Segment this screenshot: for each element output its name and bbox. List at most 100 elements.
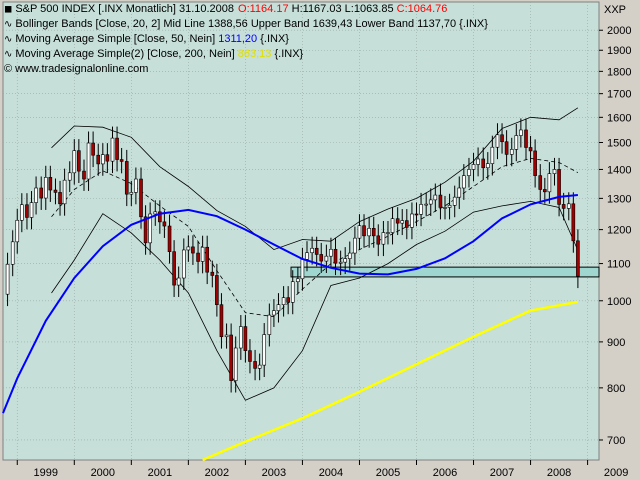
y-tick-label: 1700 (607, 89, 631, 101)
candle-body (547, 173, 552, 193)
candle (77, 139, 81, 184)
candle (310, 236, 314, 265)
candle (15, 208, 20, 254)
instrument-label: S&P 500 INDEX [.INX Monatlich] 31.10.200… (15, 3, 235, 15)
candle (34, 176, 38, 215)
candle (196, 241, 200, 274)
candle (153, 200, 158, 226)
candle (229, 323, 233, 393)
x-axis: 1999 2000 2001 2002 2003 2004 2005 2006 2007 2008… (16, 460, 628, 479)
candle (443, 195, 447, 220)
candle (272, 299, 276, 327)
candle-body (467, 169, 471, 176)
candle-body (290, 281, 295, 303)
candle (276, 293, 281, 323)
candle-body (471, 164, 476, 170)
candle-body (447, 205, 452, 208)
candle-body (300, 259, 305, 280)
support-zone (290, 266, 600, 278)
candle (239, 315, 243, 360)
candle-body (457, 187, 462, 198)
candle-body (443, 207, 447, 209)
candle-body (428, 199, 433, 205)
y-tick-label: 1800 (607, 66, 631, 78)
high-value: H:1167.03 (291, 3, 342, 15)
candle (552, 157, 557, 186)
candle (457, 176, 462, 210)
candle-body (82, 170, 86, 180)
ma200-path (202, 300, 579, 462)
candle-body (495, 134, 500, 148)
candle-body (538, 175, 543, 190)
candle-body (105, 154, 110, 162)
candle (566, 192, 571, 221)
candle (414, 202, 419, 227)
candle (48, 165, 53, 202)
candle (538, 164, 543, 202)
y-tick-label: 1200 (607, 225, 631, 237)
candle-body (172, 251, 176, 286)
candle-body (390, 218, 395, 233)
candle (67, 161, 72, 193)
candle (319, 242, 324, 273)
candle-body (333, 248, 338, 264)
x-tick-label: 2007 (490, 467, 514, 479)
candle-body (248, 350, 252, 362)
candle-body (504, 141, 509, 155)
candle-body (191, 246, 195, 254)
candle (186, 235, 191, 262)
candle-body (329, 248, 333, 257)
candle (286, 286, 290, 315)
candle (404, 209, 409, 240)
candle-body (158, 211, 162, 223)
y-tick-label: 1400 (607, 164, 631, 176)
support-zone-rect (290, 266, 600, 278)
candle (395, 207, 400, 236)
candle-body (519, 129, 523, 136)
candle (176, 266, 181, 297)
open-value: O:1164.17 (238, 3, 289, 15)
candle (5, 252, 10, 307)
candle-body (319, 254, 324, 262)
candle-body (424, 203, 428, 206)
candle (101, 143, 105, 176)
candle (347, 241, 352, 271)
candle (353, 226, 357, 265)
legend-row-copyright: © www.tradesignalonline.com (4, 62, 488, 77)
candle (324, 244, 329, 273)
candle-body (257, 364, 262, 369)
candle (248, 339, 252, 374)
ma50-suffix: {.INX} (260, 33, 289, 45)
candle (476, 147, 480, 177)
candle-body (566, 203, 571, 209)
candle (481, 147, 486, 180)
candle (462, 164, 466, 200)
candle-body (476, 158, 480, 165)
candle-body (362, 225, 366, 237)
candle (452, 185, 457, 218)
candle-body (296, 278, 300, 283)
candle (386, 221, 390, 245)
candle (571, 192, 576, 253)
close-value: C:1064.76 (396, 3, 448, 15)
line-indicator-icon: ∿ (4, 19, 13, 30)
candle-body (514, 135, 519, 150)
candle-body (62, 179, 67, 205)
candle-body (205, 246, 209, 273)
candle (281, 286, 286, 317)
candle (72, 139, 77, 185)
candle-body (561, 204, 566, 209)
candle (424, 192, 428, 217)
candle-body (110, 137, 115, 162)
candle (224, 323, 229, 349)
candle (139, 167, 143, 229)
candle-body (34, 187, 38, 203)
candle-body (314, 247, 319, 255)
candle-body (462, 175, 466, 189)
candle-body (134, 178, 138, 193)
candle-body (338, 261, 343, 264)
candle-body (143, 216, 148, 244)
candle-body (557, 169, 561, 205)
candle (514, 124, 519, 162)
candle (543, 177, 547, 204)
